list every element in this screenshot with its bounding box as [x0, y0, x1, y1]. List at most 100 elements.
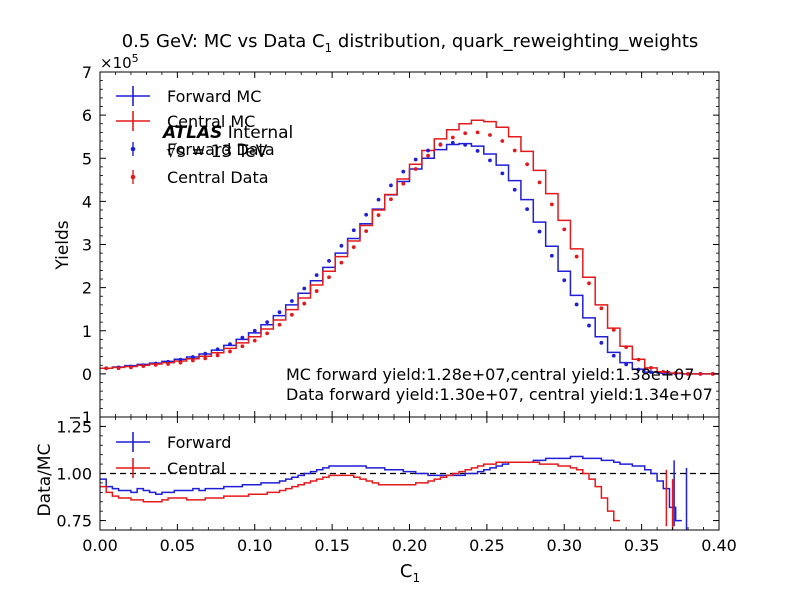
x-tick-label: 0.00: [82, 536, 118, 555]
point-central-data: [215, 353, 220, 358]
legend-forward-data: Forward Data: [130, 140, 275, 159]
point-central-data: [549, 202, 554, 207]
ratio-y-tick-label: 1.25: [56, 417, 92, 436]
point-central-data: [289, 312, 294, 317]
ratio-legend: Forward Central: [116, 432, 231, 478]
point-central-data: [327, 275, 331, 280]
point-forward-data: [624, 362, 629, 367]
x-axis-label: C1: [400, 561, 420, 585]
main-y-label: Yields: [53, 220, 73, 270]
mc-yield-annotation: MC forward yield:1.28e+07,central yield:…: [286, 365, 695, 384]
point-forward-data: [302, 286, 307, 291]
x-tick-label: 0.10: [237, 536, 273, 555]
energy-label: √s = 13 TeV: [166, 142, 268, 162]
point-central-data: [314, 289, 319, 293]
point-central-data: [277, 322, 282, 327]
legend-central-data-label: Central Data: [167, 168, 269, 187]
data-yield-annotation: Data forward yield:1.30e+07, central yie…: [286, 385, 713, 404]
point-central-data: [624, 345, 629, 350]
point-central-data: [512, 148, 517, 153]
point-forward-data: [389, 183, 393, 188]
point-central-data: [389, 197, 393, 202]
point-central-data: [351, 245, 356, 249]
point-central-data: [698, 371, 703, 376]
point-forward-data: [228, 342, 232, 347]
series-central-mc-line: [100, 119, 719, 375]
ratio-panel: 0.75 1.00 1.25 0.00 0.05 0.10 0.15 0.20 0.25 0.3…: [35, 416, 737, 585]
point-forward-data: [463, 142, 468, 147]
x-tick-label: 0.15: [314, 536, 350, 555]
point-central-data: [661, 369, 666, 374]
point-forward-data: [252, 328, 257, 333]
main-panel: −1 0 1 2 3 4 5 6 7 ×105 Yields ATLAS Internal √s…: [53, 52, 720, 427]
point-central-data: [475, 130, 480, 135]
point-forward-data: [525, 207, 530, 212]
point-forward-data: [426, 148, 430, 153]
point-central-data: [488, 133, 492, 137]
point-forward-data: [277, 310, 282, 315]
main-y-tick-label: 7: [82, 63, 92, 82]
ratio-y-ticks: 0.75 1.00 1.25: [56, 416, 719, 531]
point-forward-data: [450, 140, 455, 145]
point-central-data: [686, 371, 690, 376]
point-forward-data: [611, 353, 616, 358]
point-central-data: [636, 357, 641, 362]
x-tick-label: 0.35: [624, 536, 660, 555]
point-forward-data: [512, 187, 517, 192]
legend-central-mc-label: Central MC: [167, 112, 255, 131]
point-central-data: [500, 139, 505, 143]
point-forward-data: [339, 243, 344, 248]
point-central-data: [178, 360, 183, 365]
ratio-series-layer: [100, 455, 719, 530]
main-y-tick-label: 5: [82, 149, 92, 168]
point-forward-data: [574, 302, 579, 307]
point-forward-data: [364, 212, 369, 217]
y-multiplier: ×105: [100, 52, 139, 72]
legend-central-mc: Central MC: [116, 111, 255, 131]
point-central-data: [463, 131, 468, 136]
main-y-tick-label: 2: [82, 279, 92, 298]
point-forward-data: [190, 355, 195, 359]
point-forward-data: [599, 340, 604, 345]
legend-forward-mc-label: Forward MC: [167, 87, 261, 106]
atlas-label: ATLAS Internal: [161, 123, 293, 143]
point-central-data: [587, 281, 591, 286]
point-central-data: [252, 338, 257, 343]
main-y-tick-label: 0: [82, 365, 92, 384]
ratio-forward-line: [100, 455, 682, 522]
ratio-central-line: [100, 461, 620, 522]
main-y-tick-label: 1: [82, 322, 92, 341]
point-central-data: [339, 260, 344, 265]
point-central-data: [574, 254, 579, 259]
point-central-data: [129, 365, 133, 370]
point-forward-data: [562, 278, 567, 283]
point-forward-data: [289, 299, 294, 303]
point-forward-data: [203, 351, 208, 356]
point-central-data: [141, 364, 146, 369]
point-forward-data: [537, 229, 542, 234]
ratio-y-tick-label: 1.00: [56, 465, 92, 484]
point-forward-data: [413, 157, 418, 162]
point-forward-data: [178, 357, 183, 362]
legend-central-ratio-label: Central: [167, 459, 225, 478]
point-forward-data: [500, 171, 505, 176]
point-central-data: [673, 371, 678, 375]
point-central-data: [562, 227, 567, 232]
point-central-data: [265, 331, 270, 336]
point-forward-data: [240, 335, 245, 340]
point-central-data: [166, 362, 170, 366]
x-tick-label: 0.05: [160, 536, 196, 555]
legend-central-data: Central Data: [130, 168, 269, 187]
main-y-tick-label: −1: [68, 408, 92, 427]
point-forward-data: [265, 320, 270, 325]
point-central-data: [426, 153, 430, 158]
main-y-ticks: −1 0 1 2 3 4 5 6 7: [68, 63, 719, 427]
point-forward-data: [401, 169, 406, 174]
point-central-data: [710, 371, 715, 376]
point-central-data: [611, 327, 616, 332]
point-central-data: [302, 301, 307, 306]
point-central-data: [599, 306, 604, 311]
point-forward-data: [314, 273, 319, 278]
